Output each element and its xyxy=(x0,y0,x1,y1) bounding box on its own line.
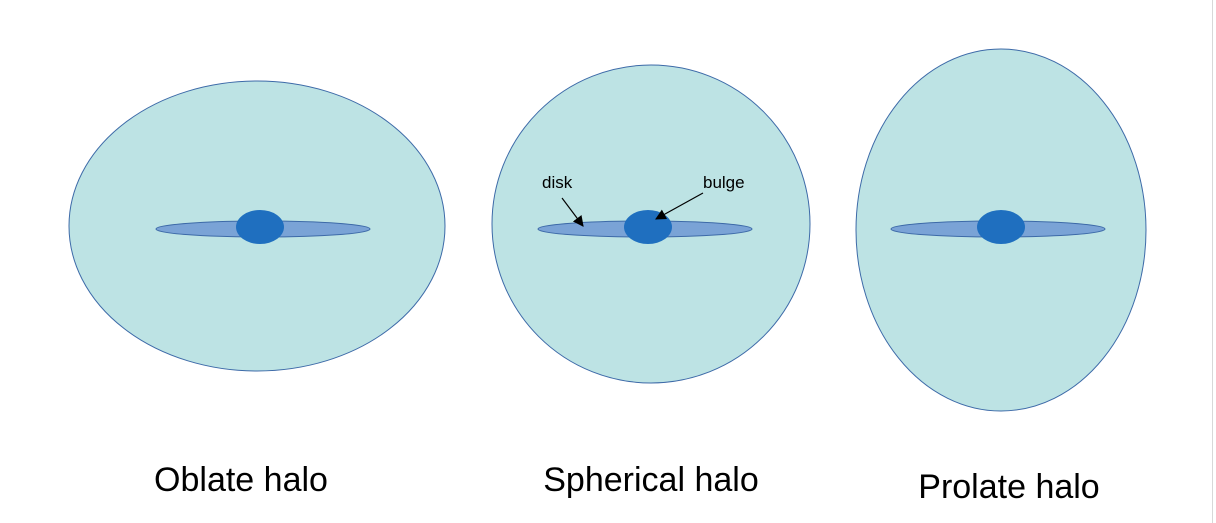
spherical-halo-panel: disk bulge Spherical halo xyxy=(491,64,811,499)
slide-edge-divider xyxy=(1212,0,1213,523)
oblate-halo-panel: Oblate halo xyxy=(68,80,446,499)
disk-label: disk xyxy=(542,173,573,192)
disk-pointer-arrow xyxy=(561,197,584,227)
oblate-halo-caption: Oblate halo xyxy=(154,461,328,499)
galactic-bulge xyxy=(624,210,672,244)
prolate-halo-panel: Prolate halo xyxy=(855,48,1147,506)
prolate-halo-caption: Prolate halo xyxy=(918,468,1099,506)
galactic-bulge xyxy=(977,210,1025,244)
bulge-label: bulge xyxy=(703,173,745,192)
spherical-halo-caption: Spherical halo xyxy=(543,461,758,499)
galactic-bulge xyxy=(236,210,284,244)
bulge-pointer-arrow xyxy=(655,192,704,220)
